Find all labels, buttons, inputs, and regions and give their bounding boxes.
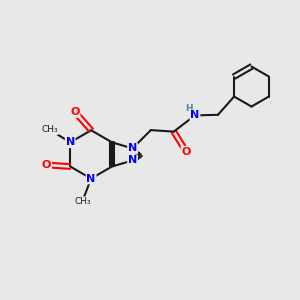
Text: CH₃: CH₃ [75,197,91,206]
Text: O: O [42,160,51,170]
Text: N: N [86,174,96,184]
Text: N: N [66,137,75,147]
Text: H: H [185,104,192,113]
Text: N: N [128,143,137,153]
Text: N: N [128,155,137,166]
Text: O: O [182,147,191,157]
Text: N: N [190,110,200,120]
Text: CH₃: CH₃ [41,125,58,134]
Text: O: O [70,107,80,117]
